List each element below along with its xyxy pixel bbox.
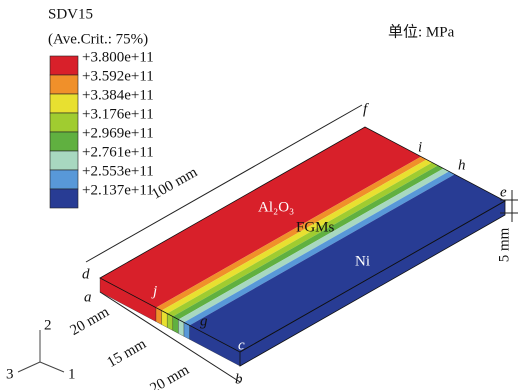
unit: 单位: MPa [388,23,455,40]
legend-label: +2.553e+11 [82,163,154,179]
axis-label: 2 [44,317,52,333]
fem-contour: +3.800e+11 +3.592e+11 +3.384e+11 +3.176e+11… [0,0,518,390]
dim-length: 100 mm [149,164,200,203]
legend-swatch [50,56,78,75]
legend-swatch [50,94,78,113]
point-label: h [458,157,466,173]
legend-swatch [50,113,78,132]
point-label: d [82,266,90,282]
dim-thickness: 5 mm [496,227,512,262]
legend-swatch [50,75,78,94]
point-label: i [418,139,422,155]
point-label: f [363,101,369,117]
legend-subtitle: (Ave.Crit.: 75%) [48,31,148,47]
legend: +3.800e+11 +3.592e+11 +3.384e+11 +3.176e+11… [50,49,154,208]
plate [100,127,505,366]
legend-swatch [50,170,78,189]
legend-swatch [50,151,78,170]
axis-label: 3 [6,366,14,382]
axis-label: 1 [68,366,76,382]
point-label: a [84,289,92,305]
legend-label: +2.137e+11 [82,182,154,198]
dim-width: 20 mm [67,304,112,339]
axis-triad [18,330,64,372]
point-label: e [500,184,507,200]
material-label: Ni [355,253,370,269]
legend-title: SDV15 [48,6,93,22]
legend-label: +3.800e+11 [82,49,154,65]
legend-label: +3.592e+11 [82,68,154,84]
legend-swatch [50,132,78,151]
material-label: FGMs [296,219,335,235]
point-label: g [200,313,208,329]
point-label: c [238,337,245,353]
dim-width: 20 mm [147,362,192,390]
legend-label: +2.969e+11 [82,125,154,141]
material-label: Al₂O₃ [258,199,294,215]
dim-width: 15 mm [104,336,149,371]
legend-label: +3.176e+11 [82,106,154,122]
legend-label: +2.761e+11 [82,144,154,160]
legend-label: +3.384e+11 [82,87,154,103]
legend-swatch [50,189,78,208]
